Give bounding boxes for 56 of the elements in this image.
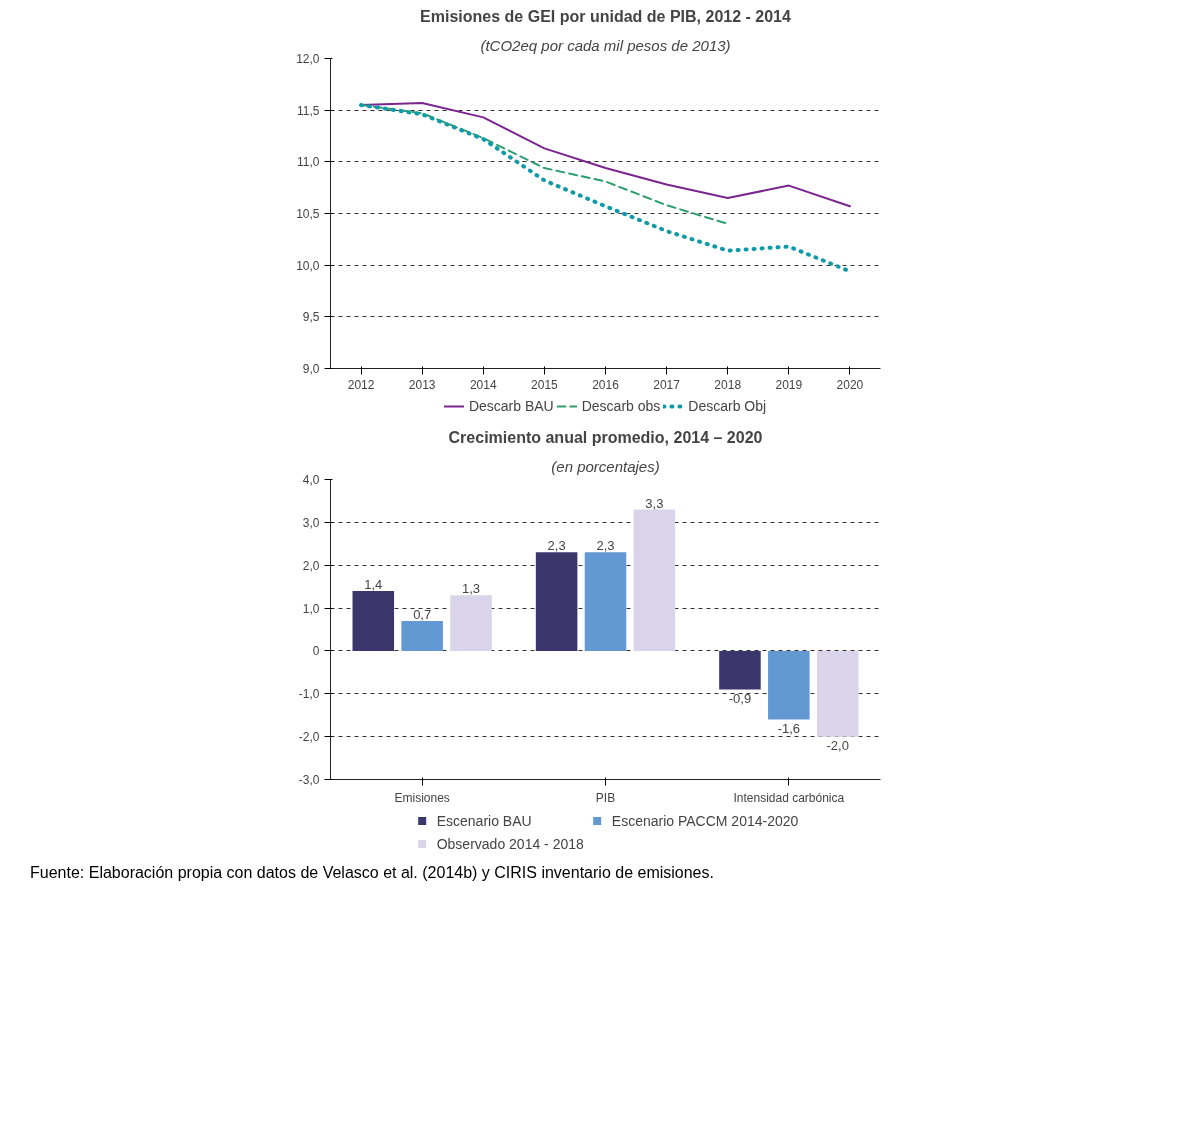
x-tick-label: Intensidad carbónica [733, 790, 845, 805]
data-label: -2,0 [826, 737, 849, 753]
x-tick-label: PIB [595, 790, 616, 805]
x-tick-label: 2014 [469, 377, 497, 392]
chart-subtitle: (tCO2eq por cada mil pesos de 2013) [480, 36, 731, 54]
y-tick-label: 10,5 [296, 207, 320, 221]
data-label: 0,7 [413, 606, 432, 622]
y-tick-label: 9,0 [302, 362, 320, 376]
legend-label: Descarb BAU [468, 398, 554, 414]
x-tick-label: 2018 [714, 377, 742, 392]
bar [401, 620, 443, 651]
legend-label: Escenario BAU [436, 812, 532, 829]
y-tick-label: 0 [312, 644, 320, 659]
legend-label: Observado 2014 - 2018 [436, 835, 584, 852]
bar [816, 650, 859, 737]
legend-label: Descarb obs [581, 398, 661, 414]
source-note: Fuente: Elaboración propia con datos de Velasco et al. (2014b) y CIRIS inventario de emisiones. [30, 863, 714, 883]
x-tick-label: 2013 [408, 377, 436, 392]
y-tick-label: 2,0 [302, 558, 320, 573]
data-label: 1,3 [462, 581, 481, 597]
y-tick-label: -1,0 [298, 687, 320, 702]
bar [535, 552, 578, 651]
data-label: 2,3 [547, 538, 566, 554]
x-tick-label: 2019 [775, 377, 803, 392]
bar [584, 552, 627, 651]
y-tick-label: 12,0 [296, 52, 320, 66]
bar [768, 650, 810, 720]
data-label: -0,9 [728, 690, 752, 706]
y-tick-label: 11,5 [297, 103, 320, 118]
y-tick-label: 1,0 [302, 601, 320, 616]
chart-title: Crecimiento anual promedio, 2014 – 2020 [448, 428, 763, 446]
bar [719, 650, 761, 690]
chart-subtitle: (en porcentajes) [551, 457, 660, 475]
y-tick-label: 3,0 [302, 515, 320, 530]
y-tick-label: 4,0 [302, 473, 320, 487]
data-label: 3,3 [645, 495, 664, 511]
y-tick-label: 10,0 [296, 258, 320, 273]
x-tick-label: 2016 [592, 377, 620, 392]
y-tick-label: 11,0 [297, 155, 320, 170]
bar [633, 509, 676, 651]
x-tick-label: 2020 [836, 377, 864, 392]
y-tick-label: -3,0 [298, 773, 320, 787]
x-tick-label: 2017 [653, 377, 681, 392]
legend-label: Descarb Obj [688, 398, 767, 414]
data-label: -1,6 [777, 720, 801, 736]
data-label: 2,3 [596, 538, 615, 554]
x-tick-label: 2012 [347, 377, 375, 392]
bar [450, 595, 492, 651]
y-tick-label: 9,5 [302, 310, 320, 325]
legend-label: Escenario PACCM 2014-2020 [611, 812, 799, 829]
chart-title: Emisiones de GEI por unidad de PIB, 2012 - 2014 [420, 7, 791, 25]
data-label: 1,4 [364, 576, 383, 592]
bar [352, 590, 395, 651]
x-tick-label: Emisiones [394, 790, 450, 805]
y-tick-label: -2,0 [298, 730, 320, 745]
x-tick-label: 2015 [531, 377, 559, 392]
